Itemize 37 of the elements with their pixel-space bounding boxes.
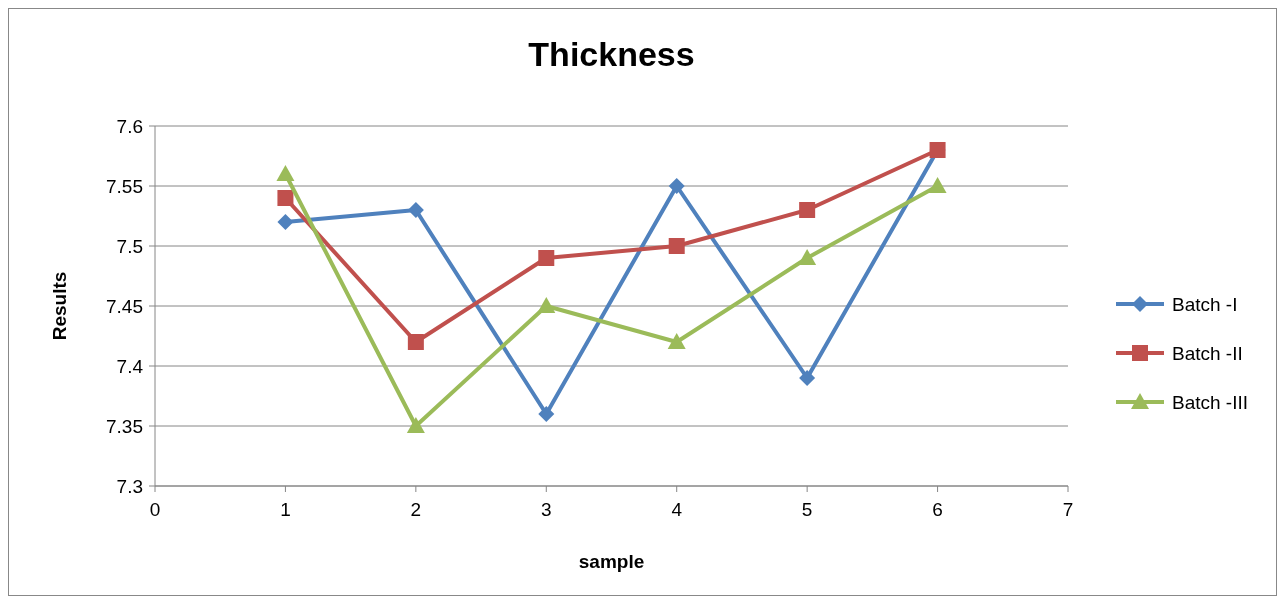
point: [407, 202, 424, 218]
x-tick-label: 6: [932, 499, 943, 520]
x-tick-label: 0: [149, 499, 161, 520]
point: [407, 334, 424, 350]
point: [538, 250, 555, 266]
point: [277, 190, 294, 206]
y-tick-label: 7.55: [106, 176, 143, 197]
x-tick-label: 7: [1062, 499, 1074, 520]
legend-label: Batch -II: [1172, 343, 1243, 364]
point: [799, 202, 816, 218]
chart-title: Thickness: [528, 35, 695, 73]
point: [667, 333, 686, 349]
y-tick-label: 7.4: [116, 356, 144, 377]
x-tick-label: 4: [671, 499, 683, 520]
x-tick-label: 1: [280, 499, 291, 520]
point: [406, 417, 425, 433]
x-tick-label: 5: [801, 499, 813, 520]
x-tick-label: 3: [541, 499, 552, 520]
point: [537, 297, 556, 313]
point: [277, 214, 294, 230]
legend-label: Batch -III: [1172, 392, 1249, 413]
x-axis-title: sample: [578, 551, 645, 572]
point: [668, 178, 685, 194]
point: [798, 249, 817, 265]
x-tick-label: 2: [410, 499, 422, 520]
y-tick-label: 7.3: [116, 476, 143, 497]
point: [799, 370, 816, 386]
y-tick-label: 7.45: [106, 296, 143, 317]
y-tick-label: 7.35: [106, 416, 143, 437]
point: [276, 165, 295, 181]
point: [538, 406, 555, 422]
y-tick-label: 7.6: [116, 116, 143, 137]
point: [928, 177, 947, 193]
legend-label: Batch -I: [1172, 294, 1238, 315]
y-tick-label: 7.5: [116, 236, 143, 257]
point: [668, 238, 685, 254]
y-axis-title: Results: [49, 271, 70, 341]
